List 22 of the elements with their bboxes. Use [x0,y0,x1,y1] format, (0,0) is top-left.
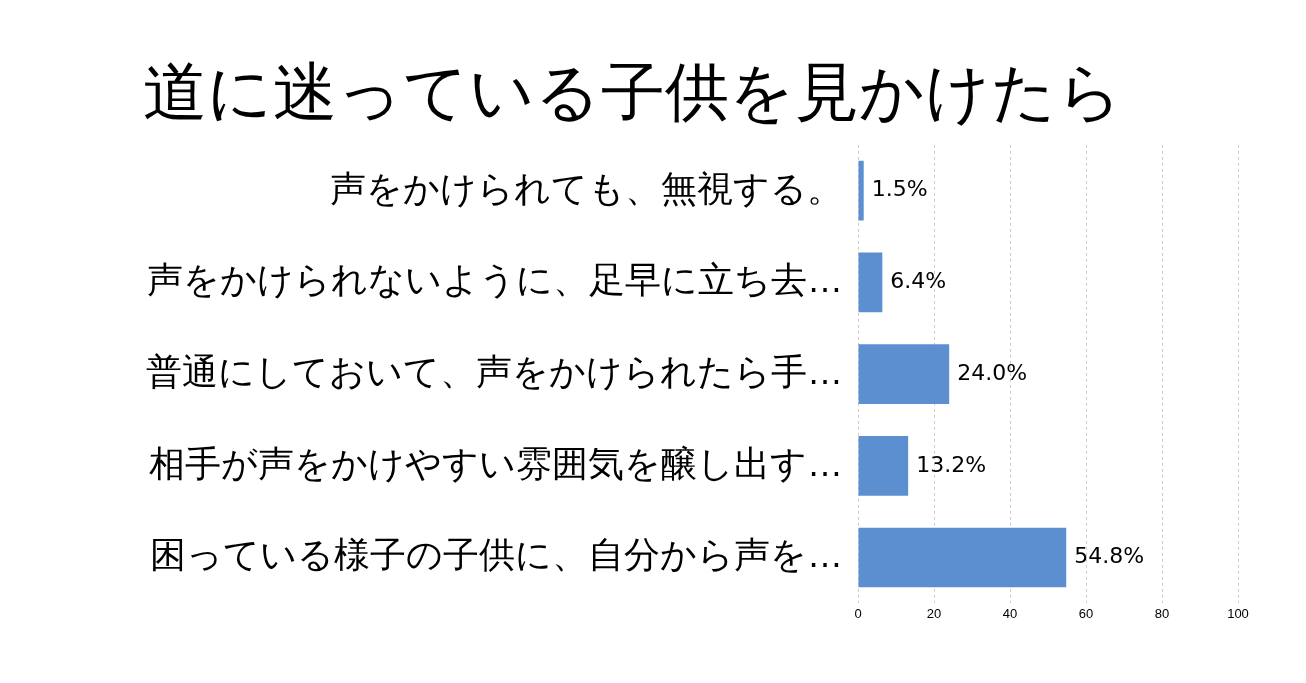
bar [858,252,883,313]
chart-title: 道に迷っている子供を見かけたら [143,56,1123,129]
bar [858,436,909,496]
bar [858,160,864,221]
x-tick-label: 20 [926,605,942,621]
data-label: 6.4% [890,268,947,294]
data-label: 24.0% [957,359,1028,385]
x-tick-label: 80 [1154,605,1170,621]
y-tick-label: 声をかけられても、無視する。 [330,167,843,209]
data-label: 1.5% [871,176,928,202]
y-tick-label: 声をかけられないように、足早に立ち去… [147,259,843,301]
y-tick-label: 普通にしておいて、声をかけられたら手… [146,351,843,393]
y-tick-label: 相手が声をかけやすい雰囲気を醸し出す… [149,442,843,484]
data-label: 54.8% [1074,543,1145,569]
x-tick-label: 60 [1078,605,1094,621]
y-tick-label: 困っている様子の子供に、自分から声を… [150,534,843,576]
x-tick-label: 0 [854,605,862,621]
x-tick-label: 40 [1002,605,1018,621]
x-tick-label: 100 [1227,605,1249,621]
bar [858,527,1067,588]
bar [858,344,950,404]
data-label: 13.2% [916,451,987,477]
